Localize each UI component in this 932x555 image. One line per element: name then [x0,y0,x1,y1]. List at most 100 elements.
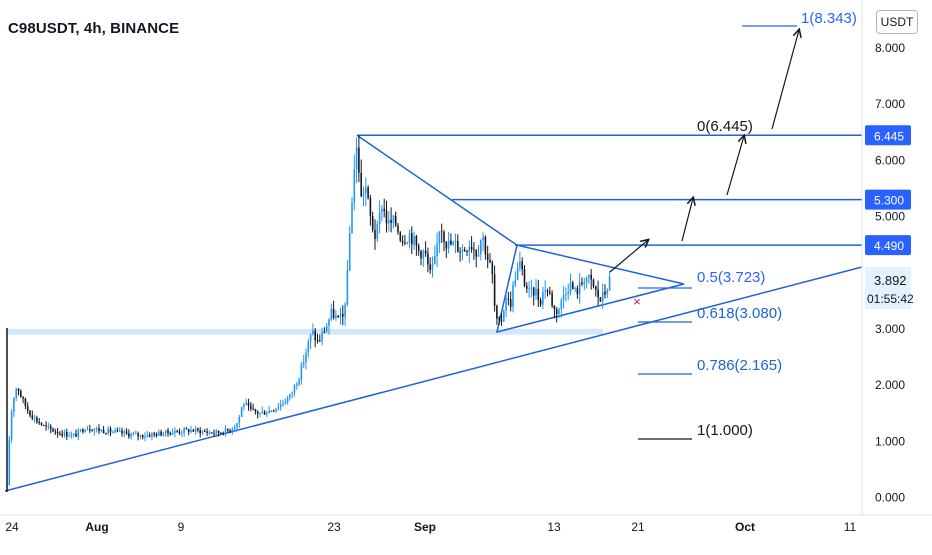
projection-arrow[interactable] [681,198,693,242]
candle[interactable] [164,430,167,437]
candle[interactable] [160,429,162,437]
candle[interactable] [277,403,280,411]
candle[interactable] [413,231,415,250]
candle[interactable] [549,286,551,296]
candle[interactable] [484,235,487,260]
candle[interactable] [381,204,383,222]
candle[interactable] [332,300,335,320]
candle[interactable] [155,432,158,438]
candle[interactable] [47,422,50,430]
candle[interactable] [302,354,305,368]
candle[interactable] [84,428,86,433]
candle[interactable] [528,281,530,298]
candle[interactable] [374,219,376,250]
candle[interactable] [330,303,333,322]
candle[interactable] [95,426,98,433]
current-price-label[interactable]: 3.892 01:55:42 [865,267,914,309]
candle[interactable] [43,424,45,427]
candle[interactable] [279,399,282,411]
candle[interactable] [307,338,310,358]
candle[interactable] [431,256,434,278]
candle[interactable] [162,431,165,437]
candle[interactable] [114,427,116,434]
candle[interactable] [459,247,461,262]
candle[interactable] [592,278,595,289]
candle[interactable] [553,305,556,319]
candle[interactable] [118,426,121,433]
candle[interactable] [109,426,112,437]
candle[interactable] [376,220,379,243]
candle[interactable] [10,409,13,443]
candle[interactable] [514,271,517,288]
symmetrical-triangle[interactable] [495,244,685,334]
candle[interactable] [539,297,542,307]
candle[interactable] [185,426,188,430]
candle[interactable] [491,260,494,284]
candle[interactable] [282,399,284,407]
candle[interactable] [546,288,549,297]
candle[interactable] [500,313,503,327]
candle[interactable] [397,223,399,235]
candle[interactable] [325,323,328,333]
candle[interactable] [91,428,93,432]
currency-selector[interactable]: USDT [876,10,918,34]
candle[interactable] [558,307,560,319]
candle[interactable] [353,154,356,211]
candle[interactable] [312,323,314,336]
candle[interactable] [56,427,59,438]
candle[interactable] [519,251,521,272]
candle[interactable] [72,432,75,438]
candle[interactable] [555,307,558,323]
candle[interactable] [36,415,38,424]
candle[interactable] [15,387,17,402]
candle[interactable] [316,333,319,344]
candle[interactable] [158,429,160,436]
candle[interactable] [8,435,11,486]
candle[interactable] [480,239,482,261]
candle[interactable] [146,430,149,438]
candle[interactable] [293,384,296,397]
price-label[interactable]: 6.445 [865,125,911,146]
projection-arrow[interactable] [771,30,799,130]
candle[interactable] [365,177,367,207]
candle[interactable] [498,315,500,325]
candle[interactable] [210,432,213,434]
candle[interactable] [401,235,404,247]
candle[interactable] [440,223,443,243]
candle[interactable] [477,244,480,257]
candle[interactable] [137,431,139,441]
candle[interactable] [227,428,229,433]
candle[interactable] [406,241,408,245]
candle[interactable] [371,211,374,233]
candle[interactable] [275,408,277,413]
candle[interactable] [245,398,247,406]
candle[interactable] [507,291,510,306]
candle[interactable] [174,427,176,438]
candle[interactable] [535,279,537,300]
candle[interactable] [291,391,293,399]
candle[interactable] [141,434,144,440]
candle[interactable] [38,418,40,425]
candle[interactable] [31,410,34,421]
candle[interactable] [286,395,289,405]
candle[interactable] [452,240,454,246]
candle[interactable] [339,307,342,325]
candle[interactable] [319,334,321,343]
candle[interactable] [411,226,413,255]
candle[interactable] [404,234,406,246]
candle[interactable] [263,410,266,415]
candle[interactable] [392,214,395,229]
candle[interactable] [470,236,473,253]
candle[interactable] [169,431,172,436]
candle[interactable] [100,428,103,433]
candle[interactable] [454,233,457,254]
candle[interactable] [496,304,498,325]
candle[interactable] [151,432,153,441]
candle[interactable] [247,398,250,411]
candle[interactable] [215,428,218,438]
candle[interactable] [261,406,264,414]
candle[interactable] [139,434,142,440]
candle[interactable] [314,328,316,348]
candle[interactable] [355,137,358,184]
candle[interactable] [33,414,36,423]
